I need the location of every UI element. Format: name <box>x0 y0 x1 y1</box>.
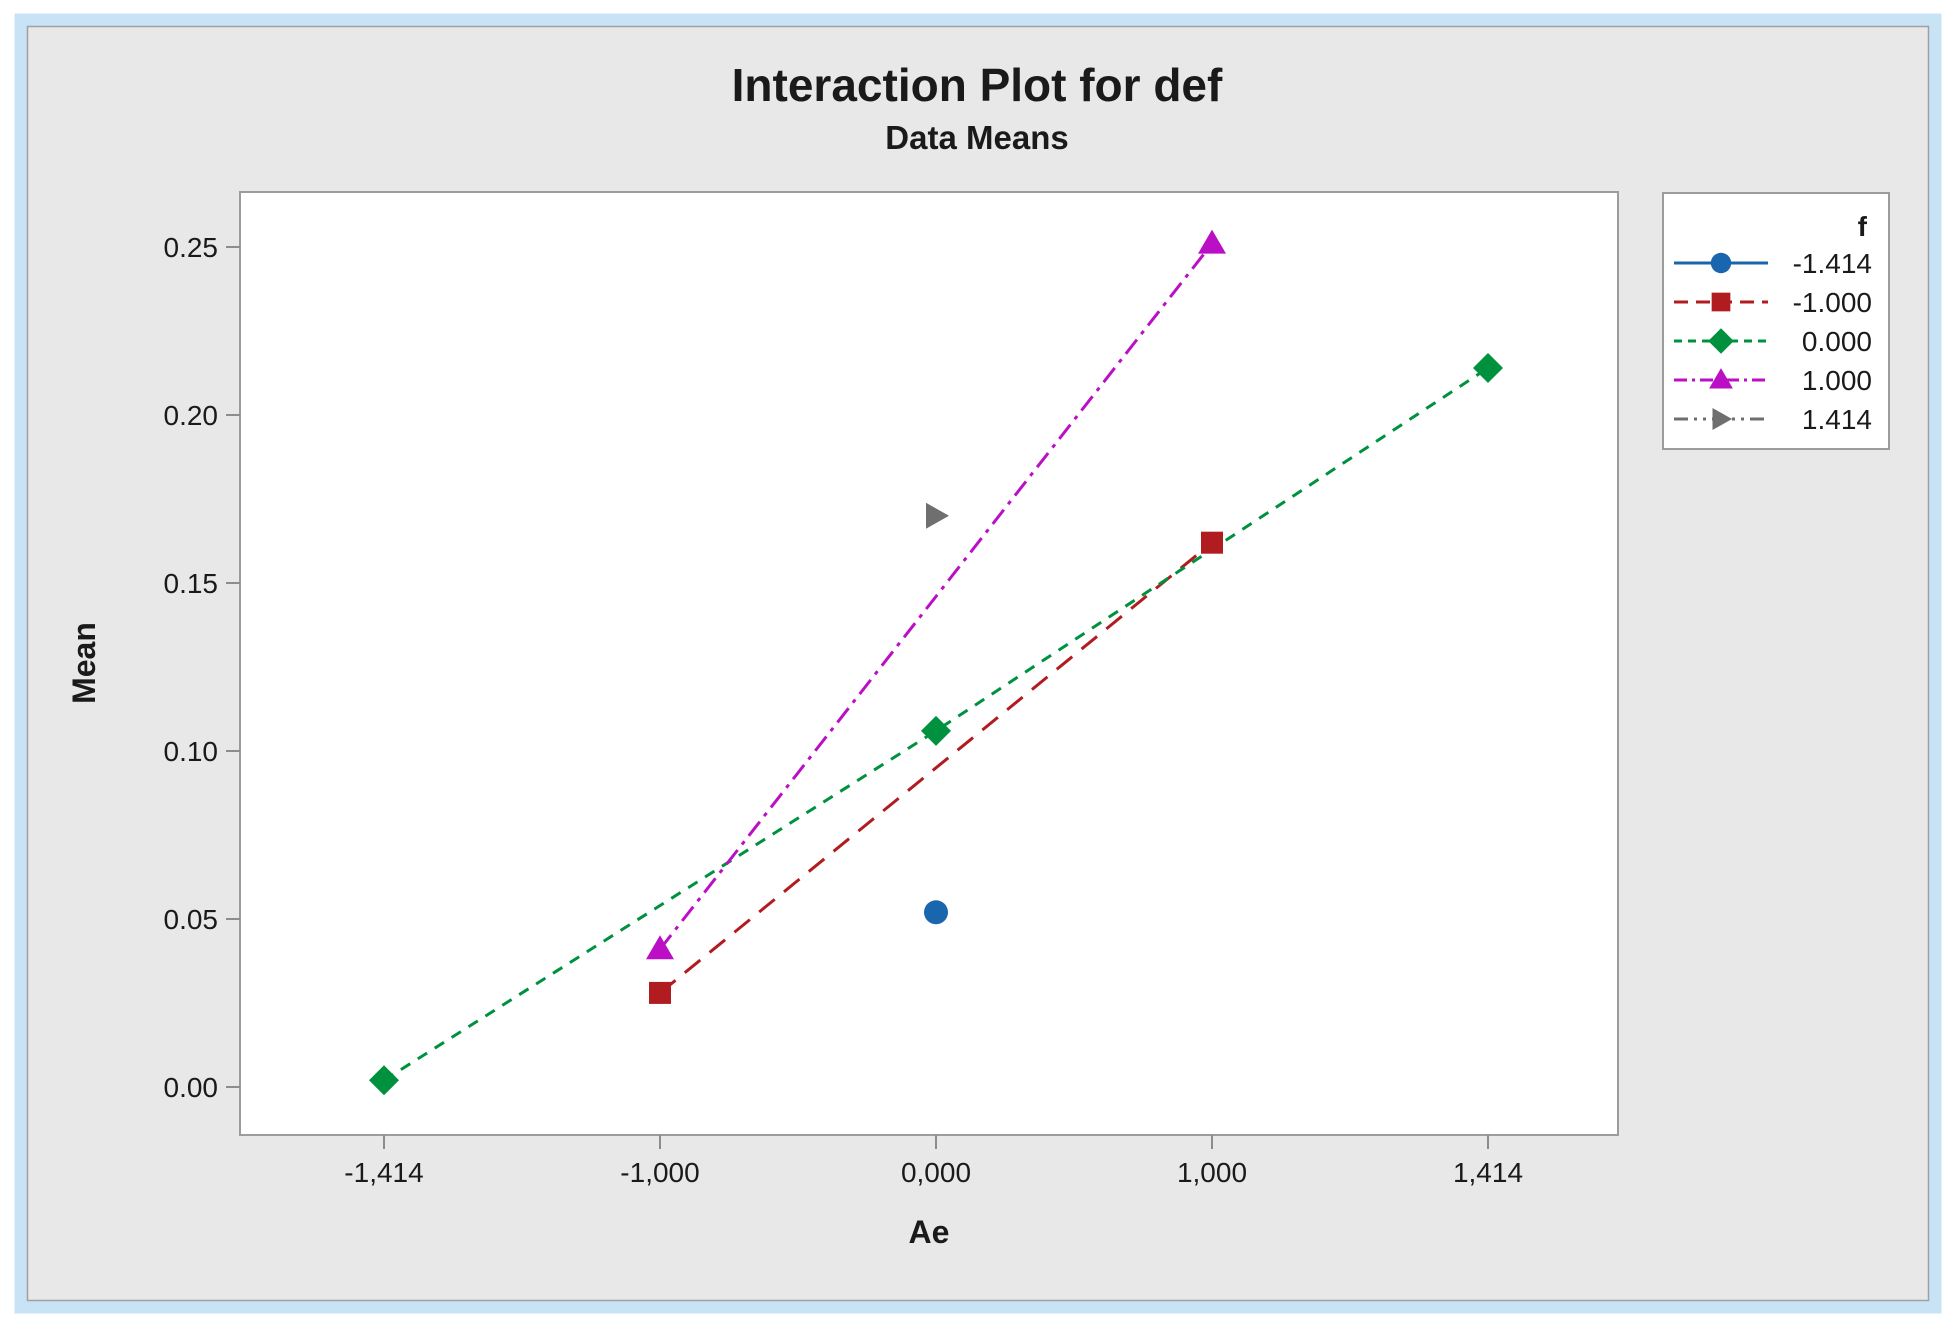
marker-triangle-right <box>926 502 949 529</box>
y-axis: 0.00 0.05 0.10 0.15 0.20 0.25 <box>164 232 240 1103</box>
legend-label: 0.000 <box>1802 326 1872 357</box>
series-line-1.000 <box>658 242 1214 951</box>
plot-area <box>239 191 1619 1136</box>
y-tick-label: 0.15 <box>164 568 219 599</box>
marker-square <box>1711 292 1731 312</box>
marker-diamond <box>369 1065 399 1096</box>
legend-row: 0.000 <box>1674 326 1872 357</box>
legend-row: -1.414 <box>1674 248 1872 279</box>
legend: f -1.414 -1.000 0.000 1.000 1.414 <box>1662 192 1890 450</box>
chart-title: Interaction Plot for def <box>732 59 1223 111</box>
legend-row: 1.000 <box>1674 365 1872 396</box>
marker-diamond <box>1708 328 1734 354</box>
marker-triangle-up <box>646 935 674 960</box>
series-markers <box>369 229 1503 1096</box>
y-tick-label: 0.05 <box>164 904 219 935</box>
marker-square <box>1201 531 1223 554</box>
y-tick-label: 0.00 <box>164 1072 219 1103</box>
y-tick-label: 0.20 <box>164 400 219 431</box>
series-lines <box>383 242 1489 1082</box>
marker-triangle-up <box>1198 229 1226 254</box>
x-tick-label: -1,414 <box>344 1157 423 1188</box>
y-tick-label: 0.25 <box>164 232 219 263</box>
x-tick-label: 1,000 <box>1177 1157 1247 1188</box>
legend-row: -1.000 <box>1674 287 1872 318</box>
y-axis-title: Mean <box>66 622 102 704</box>
y-tick-label: 0.10 <box>164 736 219 767</box>
x-axis-title: Ae <box>909 1214 950 1250</box>
x-axis: -1,414 -1,000 0,000 1,000 1,414 <box>344 1135 1523 1188</box>
marker-triangle-up <box>1709 368 1733 389</box>
marker-square <box>649 981 671 1004</box>
marker-circle <box>1710 252 1732 274</box>
chart-subtitle: Data Means <box>885 119 1068 156</box>
legend-box <box>1662 192 1890 450</box>
x-tick-label: 0,000 <box>901 1157 971 1188</box>
graph-selection-border <box>14 13 1942 1314</box>
marker-circle <box>924 900 948 925</box>
legend-label: -1.414 <box>1793 248 1872 279</box>
legend-row: 1.414 <box>1674 404 1872 435</box>
legend-label: 1.414 <box>1802 404 1872 435</box>
legend-label: 1.000 <box>1802 365 1872 396</box>
marker-diamond <box>1473 352 1503 383</box>
marker-triangle-right <box>1712 407 1733 431</box>
x-tick-label: -1,000 <box>620 1157 699 1188</box>
legend-label: -1.000 <box>1793 287 1872 318</box>
series-line--1.000 <box>659 541 1213 995</box>
legend-title: f <box>1858 211 1868 242</box>
marker-diamond <box>921 715 951 746</box>
x-tick-label: 1,414 <box>1453 1157 1523 1188</box>
